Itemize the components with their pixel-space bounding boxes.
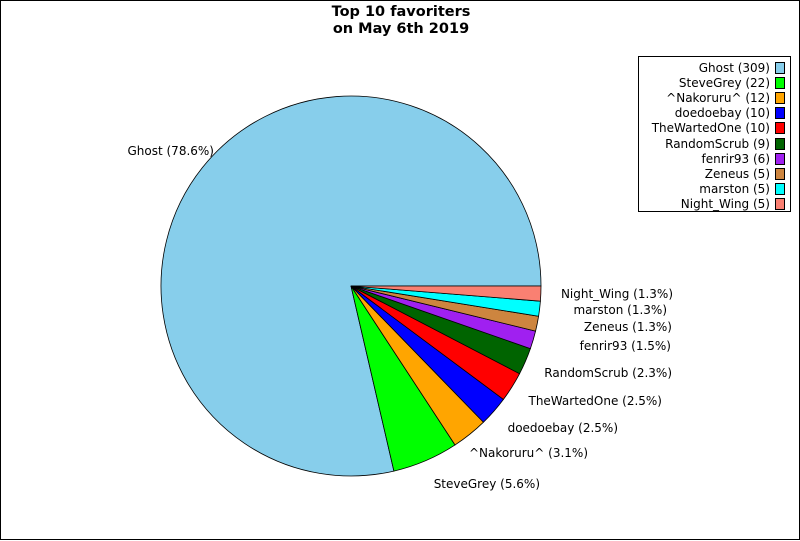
slice-label: SteveGrey (5.6%) (434, 477, 540, 491)
legend-item: RandomScrub (9) (639, 136, 790, 151)
legend-label: Zeneus (5) (704, 166, 770, 181)
chart-title-line-1: Top 10 favoriters (331, 4, 471, 20)
legend-swatch (775, 76, 785, 89)
legend-swatch (775, 61, 785, 74)
legend-item: marston (5) (639, 182, 790, 197)
slice-label: Zeneus (1.3%) (584, 320, 672, 334)
legend-item: TheWartedOne (10) (639, 121, 790, 136)
legend-item: fenrir93 (6) (639, 151, 790, 166)
legend-label: Night_Wing (5) (680, 197, 770, 212)
legend-label: fenrir93 (6) (701, 151, 771, 166)
legend-swatch (775, 107, 785, 120)
legend-label: Ghost (309) (698, 60, 770, 75)
chart-title: Top 10 favoriters on May 6th 2019 (1, 4, 800, 38)
chart-title-line-2: on May 6th 2019 (332, 21, 470, 37)
pie-slice-night_wing (350, 285, 542, 302)
legend-item: SteveGrey (22) (639, 75, 790, 90)
legend-item: Night_Wing (5) (639, 197, 790, 212)
legend-swatch (775, 183, 785, 196)
slice-label: marston (1.3%) (573, 303, 667, 317)
legend-label: marston (5) (699, 182, 770, 197)
legend-label: RandomScrub (9) (665, 136, 770, 151)
slice-label: RandomScrub (2.3%) (544, 366, 672, 380)
legend-label: ^Nakoruru^ (12) (666, 90, 770, 105)
legend-swatch (775, 167, 785, 180)
legend-label: doedoebay (10) (674, 106, 770, 121)
legend-item: Ghost (309) (639, 60, 790, 75)
slice-label: TheWartedOne (2.5%) (527, 394, 662, 408)
slice-label: ^Nakoruru^ (3.1%) (469, 446, 588, 460)
legend-swatch (775, 137, 785, 150)
slice-label: fenrir93 (1.5%) (580, 339, 671, 353)
legend-label: TheWartedOne (10) (651, 121, 770, 136)
slice-label: Ghost (78.6%) (127, 144, 214, 158)
chart-legend: Ghost (309) SteveGrey (22) ^Nakoruru^ (12)… (638, 56, 791, 212)
legend-swatch (775, 122, 785, 135)
legend-item: ^Nakoruru^ (12) (639, 90, 790, 105)
slice-labels: Ghost (78.6%) SteveGrey (5.6%) ^Nakoruru^ … (127, 144, 673, 491)
slice-label: Night_Wing (1.3%) (561, 287, 673, 301)
legend-swatch (775, 198, 785, 211)
legend-label: SteveGrey (22) (678, 75, 770, 90)
legend-item: Zeneus (5) (639, 166, 790, 181)
legend-item: doedoebay (10) (639, 106, 790, 121)
slice-label: doedoebay (2.5%) (508, 421, 618, 435)
legend-swatch (775, 152, 785, 165)
legend-swatch (775, 91, 785, 104)
pie-slices (160, 95, 542, 477)
